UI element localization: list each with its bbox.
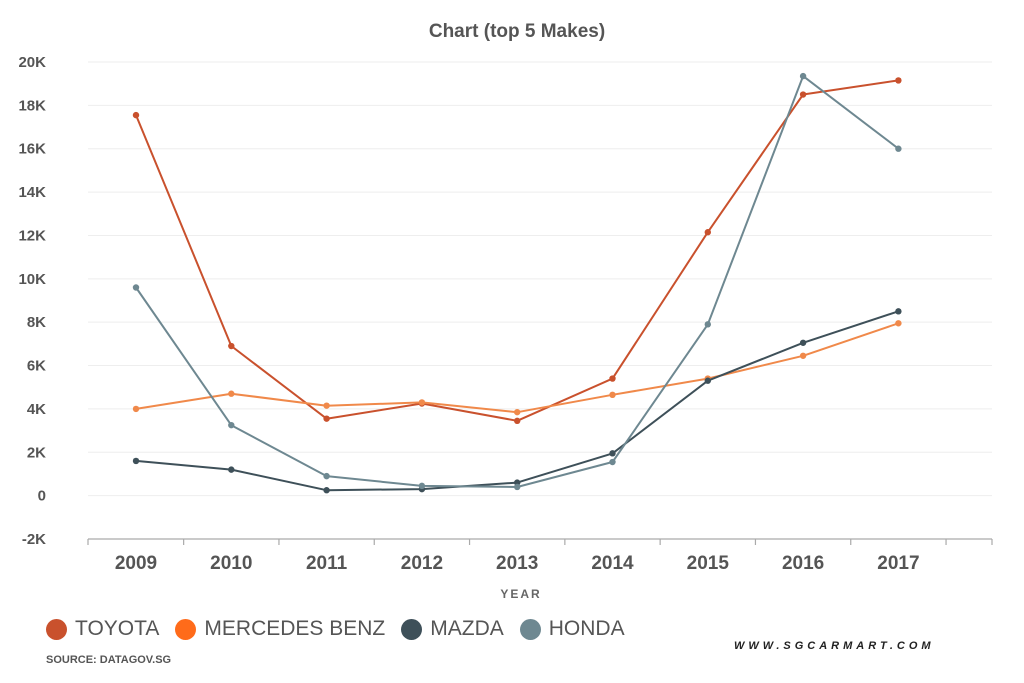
legend-swatch xyxy=(46,618,67,640)
data-point xyxy=(514,483,521,491)
legend-swatch xyxy=(519,618,541,640)
data-point xyxy=(323,402,330,409)
legend-item: MAZDA xyxy=(401,617,504,641)
data-point xyxy=(799,72,807,80)
legend-item: TOYOTA xyxy=(46,617,159,641)
x-axis-label: YEAR xyxy=(500,587,541,601)
legend-item: HONDA xyxy=(519,617,625,641)
x-tick-label: 2016 xyxy=(782,553,824,574)
y-tick-label: 20K xyxy=(18,54,46,71)
data-point xyxy=(895,320,902,327)
data-point xyxy=(799,91,807,98)
y-axis-ticks: -2K 0 2K 4K 6K 8K 10K 12K 14K 16K 18K 20K xyxy=(18,54,46,548)
series-group xyxy=(132,72,902,494)
series-toyota xyxy=(132,77,902,425)
y-tick-label: 18K xyxy=(18,97,46,114)
series-line xyxy=(135,322,899,414)
series-mazda xyxy=(132,308,902,494)
x-tick-label: 2015 xyxy=(687,553,730,574)
data-point xyxy=(514,408,521,416)
data-point xyxy=(323,472,330,480)
chart-title: Chart (top 5 Makes) xyxy=(429,21,605,42)
data-point xyxy=(132,457,140,465)
series-mercedes-benz xyxy=(132,320,902,416)
x-tick-label: 2012 xyxy=(401,553,443,574)
data-point xyxy=(228,466,235,473)
data-point xyxy=(895,308,902,315)
data-point xyxy=(895,77,902,84)
x-tick-label: 2010 xyxy=(210,553,252,574)
series-line xyxy=(135,79,899,422)
y-tick-label: 10K xyxy=(18,271,46,288)
source-note: SOURCE: DATAGOV.SG xyxy=(46,654,172,666)
data-point xyxy=(132,405,140,413)
legend-label: MERCEDES BENZ xyxy=(204,617,386,640)
data-point xyxy=(609,391,616,399)
legend-label: HONDA xyxy=(548,617,625,640)
data-point xyxy=(609,450,616,457)
legend-item: MERCEDES BENZ xyxy=(175,617,385,641)
data-point xyxy=(323,487,330,494)
data-point xyxy=(514,417,521,425)
y-tick-label: 0 xyxy=(38,488,46,505)
data-point xyxy=(609,375,616,382)
x-tick-label: 2013 xyxy=(496,553,538,574)
data-point xyxy=(228,342,235,350)
series-line xyxy=(135,75,900,488)
y-tick-label: 14K xyxy=(18,184,46,201)
y-tick-label: 16K xyxy=(18,141,46,158)
data-point xyxy=(418,482,426,490)
x-tick-label: 2009 xyxy=(115,553,157,574)
data-point xyxy=(704,377,711,384)
data-point xyxy=(799,339,807,346)
data-point xyxy=(799,352,807,359)
x-tick-label: 2011 xyxy=(306,553,348,574)
y-tick-label: -2K xyxy=(22,531,46,548)
series-honda xyxy=(132,72,902,491)
data-point xyxy=(323,415,330,422)
y-tick-label: 2K xyxy=(27,444,46,461)
legend-swatch xyxy=(175,618,197,640)
legend: TOYOTA MERCEDES BENZ MAZDA HONDA xyxy=(46,617,625,641)
y-tick-label: 8K xyxy=(27,314,46,331)
grid-lines xyxy=(88,61,992,497)
data-point xyxy=(228,421,235,429)
y-tick-label: 4K xyxy=(27,401,46,418)
data-point xyxy=(704,321,711,328)
x-tick-label: 2014 xyxy=(591,553,634,574)
legend-swatch xyxy=(401,618,423,640)
data-point xyxy=(228,390,235,397)
series-line xyxy=(135,310,899,492)
data-point xyxy=(418,399,426,406)
data-point xyxy=(132,111,140,119)
legend-label: MAZDA xyxy=(430,617,504,640)
site-watermark: WWW.SGCARMART.COM xyxy=(734,640,935,652)
data-point xyxy=(132,284,140,291)
data-point xyxy=(895,145,902,152)
legend-label: TOYOTA xyxy=(75,617,160,640)
y-tick-label: 6K xyxy=(27,358,46,375)
y-tick-label: 12K xyxy=(18,227,46,244)
data-point xyxy=(704,229,711,236)
data-point xyxy=(609,458,616,466)
x-axis: 2009 2010 2011 2012 2013 2014 2015 2016 2017 xyxy=(87,538,993,574)
x-tick-label: 2017 xyxy=(877,553,919,574)
